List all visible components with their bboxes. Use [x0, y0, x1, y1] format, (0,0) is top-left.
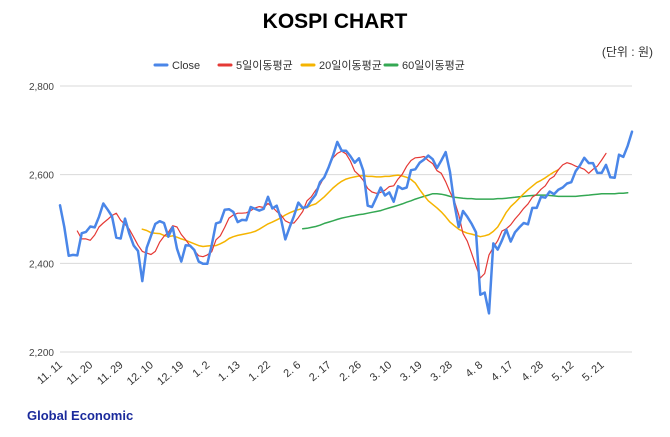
x-tick-label: 2. 26 [337, 359, 363, 384]
x-tick-label: 2. 6 [281, 359, 303, 380]
x-tick-label: 1. 22 [246, 359, 272, 384]
footer-label: Global Economic [27, 408, 133, 423]
x-tick-label: 12. 10 [125, 359, 156, 388]
x-tick-label: 11. 20 [65, 359, 96, 387]
series-lines [58, 130, 634, 315]
x-axis: 11. 11 11. 20 11. 29 12. 10 12. 19 1. 2 1. 13 1… [35, 359, 607, 388]
x-tick-label: 3. 28 [428, 359, 454, 384]
series-line-1 [76, 150, 607, 279]
x-tick-label: 12. 19 [155, 359, 186, 388]
series-line-0 [58, 130, 634, 315]
x-tick-label: 11. 11 [35, 359, 65, 387]
x-tick-label: 2. 17 [307, 359, 333, 384]
chart-title: KOSPI CHART [263, 10, 408, 33]
legend: Close 5일이동평균 20일이동평균 60일이동평균 [153, 58, 465, 72]
x-tick-label: 1. 13 [216, 359, 242, 384]
legend-label: 5일이동평균 [236, 58, 293, 72]
y-tick-label: 2,200 [29, 348, 54, 359]
unit-label: (단위 : 원) [602, 45, 653, 59]
legend-label: Close [172, 60, 200, 72]
grid [60, 85, 632, 353]
legend-label: 60일이동평균 [402, 58, 465, 72]
y-tick-label: 2,400 [29, 259, 54, 270]
x-tick-label: 11. 29 [95, 359, 126, 387]
series-line-2 [141, 169, 560, 248]
x-tick-label: 3. 10 [368, 359, 394, 384]
x-tick-label: 3. 19 [398, 359, 424, 384]
x-tick-label: 4. 8 [463, 359, 485, 380]
x-tick-label: 5. 12 [550, 359, 576, 384]
y-tick-label: 2,600 [29, 171, 54, 182]
x-tick-label: 5. 21 [580, 359, 606, 384]
series-line-3 [301, 192, 629, 230]
y-axis: 2,200 2,400 2,600 2,800 [29, 82, 54, 359]
x-tick-label: 4. 17 [489, 359, 515, 384]
y-tick-label: 2,800 [29, 82, 54, 93]
legend-label: 20일이동평균 [319, 58, 382, 72]
x-tick-label: 1. 2 [190, 359, 212, 380]
x-tick-label: 4. 28 [519, 359, 545, 384]
